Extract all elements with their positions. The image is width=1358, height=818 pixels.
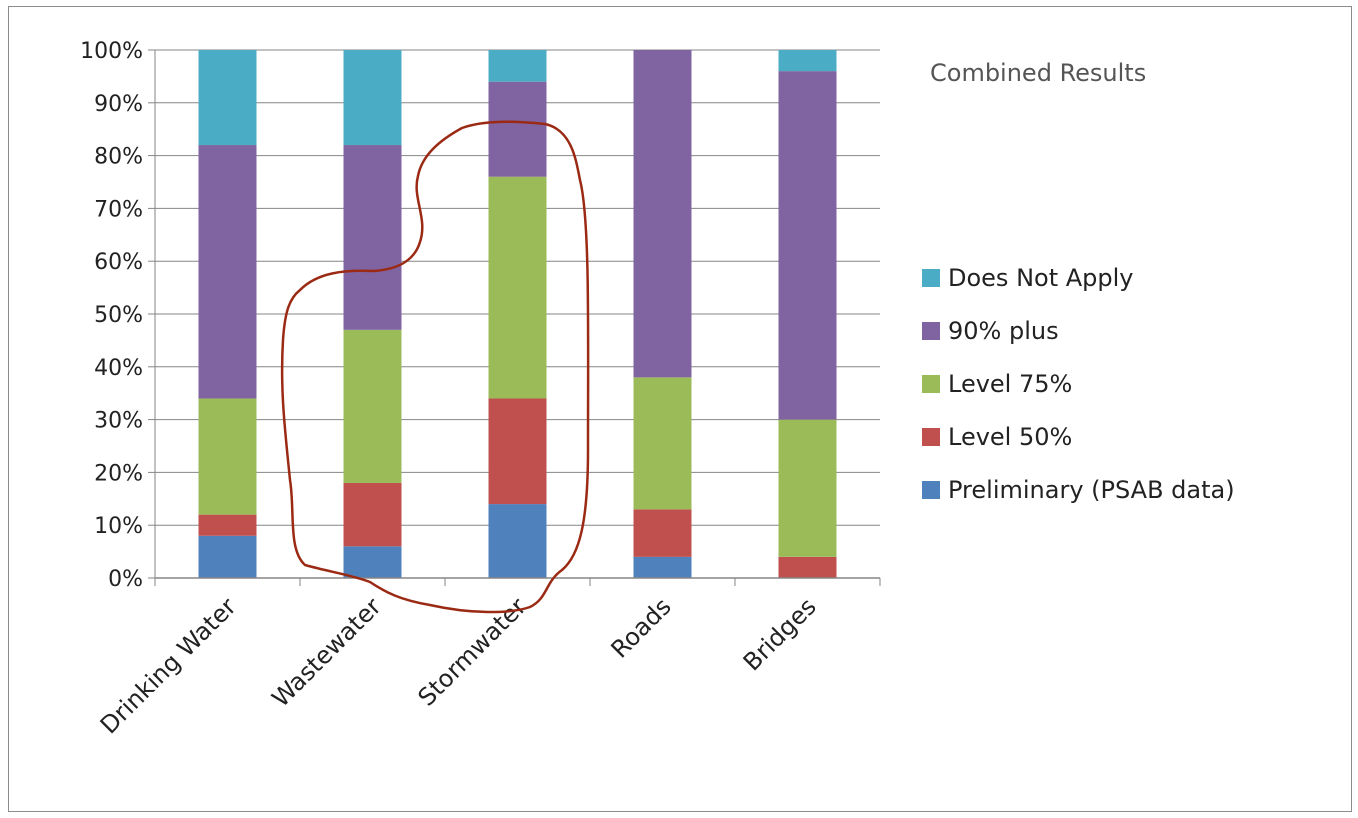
x-category-label: Wastewater <box>267 592 387 712</box>
bar-segment <box>778 50 837 72</box>
x-category-label: Roads <box>606 592 677 663</box>
bar-segment <box>198 535 257 578</box>
bar-segment <box>488 398 547 505</box>
x-category-label: Bridges <box>738 592 822 676</box>
legend: Does Not Apply 90% plus Level 75% Level 50%… <box>922 264 1235 504</box>
y-axis-tick-labels: 0% 10% 20% 30% 40% 50% 60% 70% 80% 90% 100% <box>80 39 143 592</box>
y-tick-label: 90% <box>94 92 143 117</box>
chart-title: Combined Results <box>930 59 1146 87</box>
legend-label: 90% plus <box>948 317 1059 345</box>
y-tick-label: 10% <box>94 514 143 539</box>
bar-segment <box>488 176 547 399</box>
bar-segment <box>633 377 692 510</box>
bar-segment <box>198 50 257 146</box>
hand-drawn-annotation-outline <box>280 120 590 614</box>
x-axis-category-labels: Drinking Water Wastewater Stormwater Roads B… <box>95 592 822 739</box>
y-tick-label: 0% <box>108 567 143 592</box>
bar-segment <box>778 556 837 578</box>
y-tick-label: 50% <box>94 303 143 328</box>
legend-swatch <box>922 322 940 340</box>
y-tick-label: 80% <box>94 145 143 170</box>
bar-segment <box>488 81 547 177</box>
bar-segment <box>343 329 402 483</box>
legend-swatch <box>922 375 940 393</box>
legend-label: Level 50% <box>948 423 1072 451</box>
legend-label: Does Not Apply <box>948 264 1134 292</box>
bar-segment <box>198 398 257 515</box>
y-tick-label: 60% <box>94 250 143 275</box>
y-tick-label: 40% <box>94 356 143 381</box>
y-tick-label: 100% <box>80 39 143 64</box>
legend-label: Preliminary (PSAB data) <box>948 476 1235 504</box>
legend-swatch <box>922 481 940 499</box>
y-tick-label: 70% <box>94 197 143 222</box>
bar-segment <box>633 556 692 578</box>
axes <box>148 49 881 586</box>
bar-segment <box>198 145 257 399</box>
x-category-label: Drinking Water <box>95 592 242 739</box>
legend-swatch <box>922 269 940 287</box>
bar-segment <box>343 50 402 146</box>
bar-segment <box>778 419 837 557</box>
bar-segment <box>343 145 402 330</box>
legend-swatch <box>922 428 940 446</box>
y-tick-label: 20% <box>94 461 143 486</box>
bar-segment <box>343 482 402 547</box>
bar-segment <box>488 50 547 82</box>
legend-label: Level 75% <box>948 370 1072 398</box>
bar-segment <box>198 514 257 536</box>
bars <box>198 50 837 578</box>
bar-segment <box>488 504 547 578</box>
bar-segment <box>778 71 837 420</box>
y-tick-label: 30% <box>94 409 143 434</box>
bar-segment <box>633 509 692 557</box>
bar-segment <box>633 50 692 378</box>
bar-segment <box>343 546 402 578</box>
